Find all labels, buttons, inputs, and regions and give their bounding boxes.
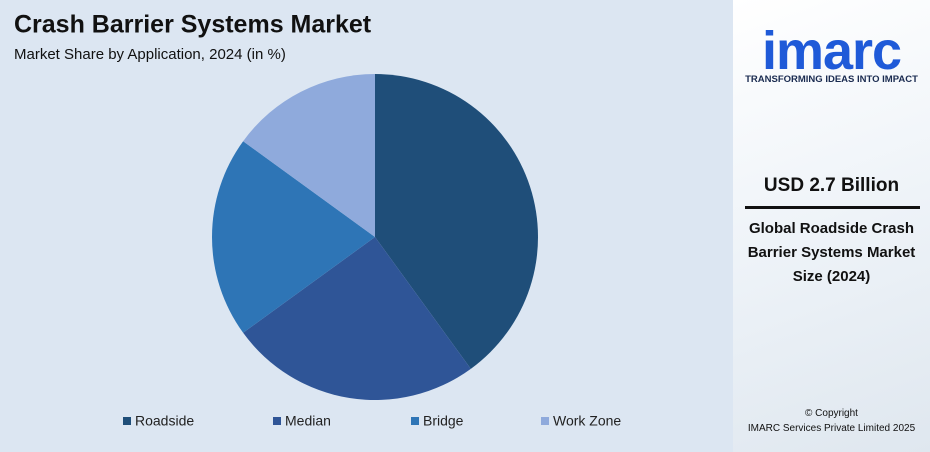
- pie-slice: [243, 237, 471, 400]
- sidebar: imarc TRANSFORMING IDEAS INTO IMPACT USD…: [733, 0, 930, 452]
- market-value: USD 2.7 Billion: [763, 175, 900, 196]
- legend-label: Roadside: [135, 413, 194, 429]
- description: Global Roadside Crash Barrier Systems Ma…: [747, 220, 916, 285]
- legend-marker: [411, 417, 419, 425]
- logo: imarc: [761, 21, 902, 81]
- pie-slice: [212, 141, 375, 333]
- legend-label: Work Zone: [553, 413, 621, 429]
- pie-slice: [375, 74, 538, 369]
- company: IMARC Services Private Limited 2025: [747, 423, 916, 434]
- legend-marker: [541, 417, 549, 425]
- legend-label: Bridge: [423, 413, 464, 429]
- divider: [745, 206, 920, 209]
- legend-marker: [273, 417, 281, 425]
- tagline: TRANSFORMING IDEAS INTO IMPACT: [745, 74, 918, 85]
- copyright: © Copyright: [805, 408, 858, 419]
- chart-panel: Crash Barrier Systems Market Market Shar…: [0, 0, 733, 452]
- chart-title: Crash Barrier Systems Market: [14, 11, 372, 39]
- pie-slice: [243, 74, 375, 237]
- chart: Crash Barrier Systems Market Market Shar…: [14, 11, 621, 429]
- chart-subtitle: Market Share by Application, 2024 (in %): [14, 46, 286, 63]
- legend-label: Median: [285, 413, 331, 429]
- legend-marker: [123, 417, 131, 425]
